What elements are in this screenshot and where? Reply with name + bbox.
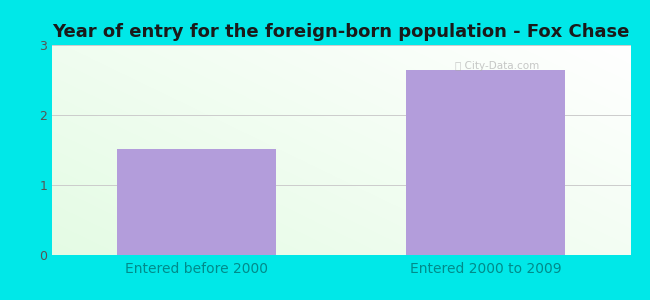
Bar xyxy=(117,148,276,255)
Title: Year of entry for the foreign-born population - Fox Chase: Year of entry for the foreign-born popul… xyxy=(53,23,630,41)
Text: ⓘ City-Data.com: ⓘ City-Data.com xyxy=(455,61,540,71)
Bar xyxy=(406,70,566,255)
